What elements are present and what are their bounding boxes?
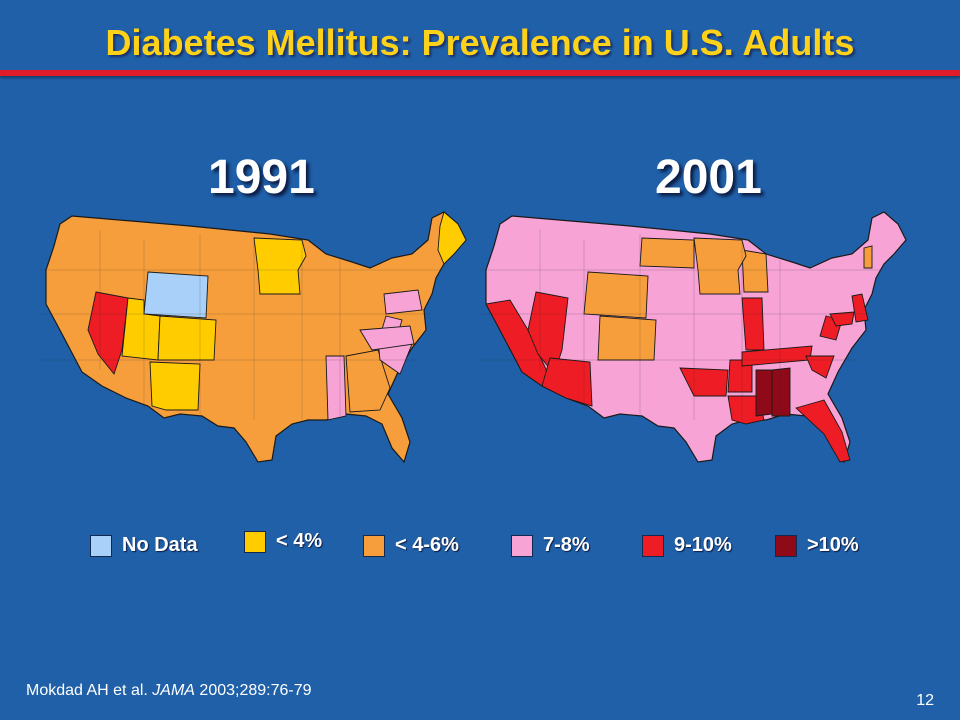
state-region-co-1991 — [157, 315, 217, 361]
state-region-se2-1991 — [345, 349, 391, 413]
legend-item-no-data: No Data — [90, 534, 198, 557]
state-region-nd-2001 — [639, 237, 695, 269]
state-region-me-1991 — [437, 211, 467, 265]
legend-label: >10% — [807, 534, 859, 556]
state-borders-1991 — [40, 230, 440, 420]
state-borders-2001 — [480, 230, 880, 420]
state-region-se1-1991 — [325, 355, 347, 421]
state-region-mn-1991 — [253, 237, 307, 295]
state-region-ok-2001 — [679, 367, 729, 397]
source-citation: Mokdad AH et al. JAMA 2003;289:76-79 — [26, 682, 312, 700]
legend-swatch — [511, 534, 533, 557]
title-underline — [0, 70, 960, 76]
legend-label: 9-10% — [674, 534, 732, 556]
slide-title: Diabetes Mellitus: Prevalence in U.S. Ad… — [105, 22, 855, 63]
legend-item-4-6: < 4-6% — [363, 534, 459, 557]
us-map-1991 — [40, 211, 467, 464]
state-region-az-2001 — [541, 357, 593, 407]
year-label-2001: 2001 — [655, 151, 762, 204]
state-region-vt-2001 — [863, 245, 873, 269]
slide-number: 12 — [916, 692, 934, 709]
state-region-il-2001 — [741, 297, 765, 351]
legend-item-9-10: 9-10% — [642, 534, 732, 557]
legend-swatch — [244, 530, 266, 553]
legend-label: < 4-6% — [395, 534, 459, 556]
state-region-ms-2001 — [755, 369, 773, 417]
state-region-fl-2001 — [795, 399, 851, 463]
state-region-al-2001 — [771, 367, 791, 417]
year-label-1991: 1991 — [208, 151, 315, 204]
legend-swatch — [775, 534, 797, 557]
us-map-2001 — [480, 211, 907, 464]
legend-swatch — [642, 534, 664, 557]
state-region-sc-2001 — [805, 355, 835, 379]
legend-label: 7-8% — [543, 534, 590, 556]
citation-journal: JAMA — [152, 682, 195, 699]
state-region-nm-1991 — [149, 361, 201, 411]
state-region-la-2001 — [727, 395, 765, 425]
state-region-mdnj-2001 — [851, 293, 869, 323]
legend-swatch — [363, 534, 385, 557]
prevalence-legend: No Data < 4% < 4-6% 7-8% 9-10% >10% — [0, 530, 960, 564]
legend-label: No Data — [122, 534, 198, 556]
citation-authors: Mokdad AH et al. — [26, 682, 148, 699]
state-region-md-2001 — [829, 311, 855, 327]
state-region-wy-2001 — [583, 271, 649, 319]
legend-label: < 4% — [276, 530, 323, 552]
state-region-wy-1991 — [143, 271, 209, 319]
state-region-pa-1991 — [383, 289, 423, 315]
legend-item-7-8: 7-8% — [511, 534, 590, 557]
state-region-wi-2001 — [741, 249, 769, 293]
legend-item-gt10: >10% — [775, 534, 859, 557]
state-region-co-2001 — [597, 315, 657, 361]
legend-swatch — [90, 534, 112, 557]
citation-details: 2003;289:76-79 — [199, 682, 312, 699]
state-region-mn-2001 — [693, 237, 747, 295]
legend-item-lt4: < 4% — [244, 530, 322, 553]
state-region-va-1991 — [359, 325, 415, 351]
